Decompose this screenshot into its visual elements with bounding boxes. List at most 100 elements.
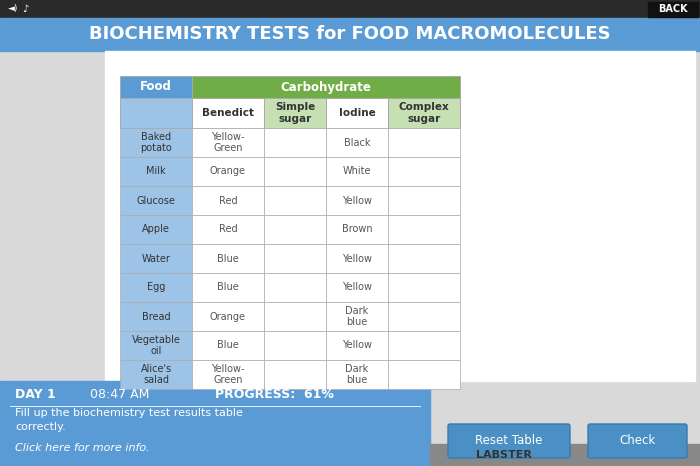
Text: ◄): ◄) — [8, 5, 18, 14]
Bar — [120, 302, 192, 331]
Bar — [264, 331, 326, 360]
Text: Food: Food — [140, 81, 172, 94]
Bar — [120, 76, 192, 98]
Bar — [0, 18, 700, 51]
Text: Blue: Blue — [217, 254, 239, 263]
Bar — [388, 215, 460, 244]
Bar — [326, 157, 388, 186]
Text: Reset Table: Reset Table — [475, 434, 542, 447]
Bar — [326, 331, 388, 360]
Bar — [192, 244, 264, 273]
Bar — [388, 244, 460, 273]
Bar — [192, 215, 264, 244]
Text: Baked
potato: Baked potato — [140, 132, 172, 153]
Bar — [388, 157, 460, 186]
Text: DAY 1: DAY 1 — [15, 388, 56, 400]
Text: ♪: ♪ — [22, 4, 28, 14]
Bar — [264, 215, 326, 244]
Bar — [264, 244, 326, 273]
Text: Blue: Blue — [217, 282, 239, 293]
Text: Fill up the biochemistry test results table
correctly.: Fill up the biochemistry test results ta… — [15, 408, 243, 432]
Bar — [192, 302, 264, 331]
Bar — [120, 98, 192, 128]
Bar — [388, 360, 460, 389]
Bar — [326, 186, 388, 215]
Text: Carbohydrate: Carbohydrate — [281, 81, 372, 94]
Text: Check: Check — [619, 434, 655, 447]
Text: Bread: Bread — [141, 311, 170, 322]
Bar — [388, 302, 460, 331]
Text: Yellow: Yellow — [342, 341, 372, 350]
Bar — [192, 331, 264, 360]
Text: Yellow: Yellow — [342, 196, 372, 206]
Bar — [192, 128, 264, 157]
Bar — [105, 51, 695, 381]
Bar — [192, 360, 264, 389]
Text: White: White — [343, 166, 371, 177]
Bar — [326, 215, 388, 244]
Bar — [264, 128, 326, 157]
Text: Red: Red — [218, 196, 237, 206]
Bar — [264, 273, 326, 302]
Text: Red: Red — [218, 225, 237, 234]
Text: Water: Water — [141, 254, 170, 263]
Text: Orange: Orange — [210, 166, 246, 177]
Text: Benedict: Benedict — [202, 108, 254, 118]
Text: Apple: Apple — [142, 225, 170, 234]
Text: Orange: Orange — [210, 311, 246, 322]
Bar — [430, 444, 700, 466]
Bar — [264, 98, 326, 128]
Bar — [120, 128, 192, 157]
Bar — [192, 157, 264, 186]
Bar — [120, 331, 192, 360]
Text: Glucose: Glucose — [136, 196, 176, 206]
Text: Dark
blue: Dark blue — [345, 306, 369, 327]
Text: Iodine: Iodine — [339, 108, 375, 118]
Text: Blue: Blue — [217, 341, 239, 350]
Bar — [388, 331, 460, 360]
Bar — [192, 186, 264, 215]
Text: PROGRESS:  61%: PROGRESS: 61% — [215, 388, 334, 400]
Bar — [192, 98, 264, 128]
Text: Yellow: Yellow — [342, 282, 372, 293]
Text: BIOCHEMISTRY TESTS for FOOD MACROMOLECULES: BIOCHEMISTRY TESTS for FOOD MACROMOLECUL… — [89, 25, 611, 43]
Text: Yellow-
Green: Yellow- Green — [211, 132, 245, 153]
Bar — [326, 360, 388, 389]
Bar — [120, 273, 192, 302]
Text: 08:47 AM: 08:47 AM — [90, 388, 149, 400]
Bar — [388, 186, 460, 215]
Bar — [120, 215, 192, 244]
Text: Simple
sugar: Simple sugar — [275, 102, 315, 124]
Text: Egg: Egg — [147, 282, 165, 293]
Bar — [326, 302, 388, 331]
Bar — [0, 0, 700, 18]
Text: Brown: Brown — [342, 225, 372, 234]
Bar — [326, 98, 388, 128]
Text: Yellow: Yellow — [342, 254, 372, 263]
Bar — [388, 128, 460, 157]
Bar — [264, 302, 326, 331]
Bar — [264, 186, 326, 215]
Bar — [120, 360, 192, 389]
Text: Yellow-
Green: Yellow- Green — [211, 363, 245, 385]
Text: Click here for more info.: Click here for more info. — [15, 443, 150, 453]
FancyBboxPatch shape — [448, 424, 570, 458]
Text: BACK: BACK — [658, 4, 688, 14]
Bar — [326, 244, 388, 273]
Bar — [120, 157, 192, 186]
Text: Vegetable
oil: Vegetable oil — [132, 335, 181, 356]
Text: LABSTER: LABSTER — [476, 450, 532, 460]
Bar — [0, 381, 430, 466]
Bar — [388, 98, 460, 128]
FancyBboxPatch shape — [588, 424, 687, 458]
Text: Milk: Milk — [146, 166, 166, 177]
Bar — [192, 76, 460, 98]
Bar — [326, 273, 388, 302]
Bar — [120, 244, 192, 273]
Text: Dark
blue: Dark blue — [345, 363, 369, 385]
Bar — [120, 186, 192, 215]
Text: Alice's
salad: Alice's salad — [141, 363, 172, 385]
Bar — [388, 273, 460, 302]
Bar — [264, 360, 326, 389]
Text: Black: Black — [344, 137, 370, 148]
